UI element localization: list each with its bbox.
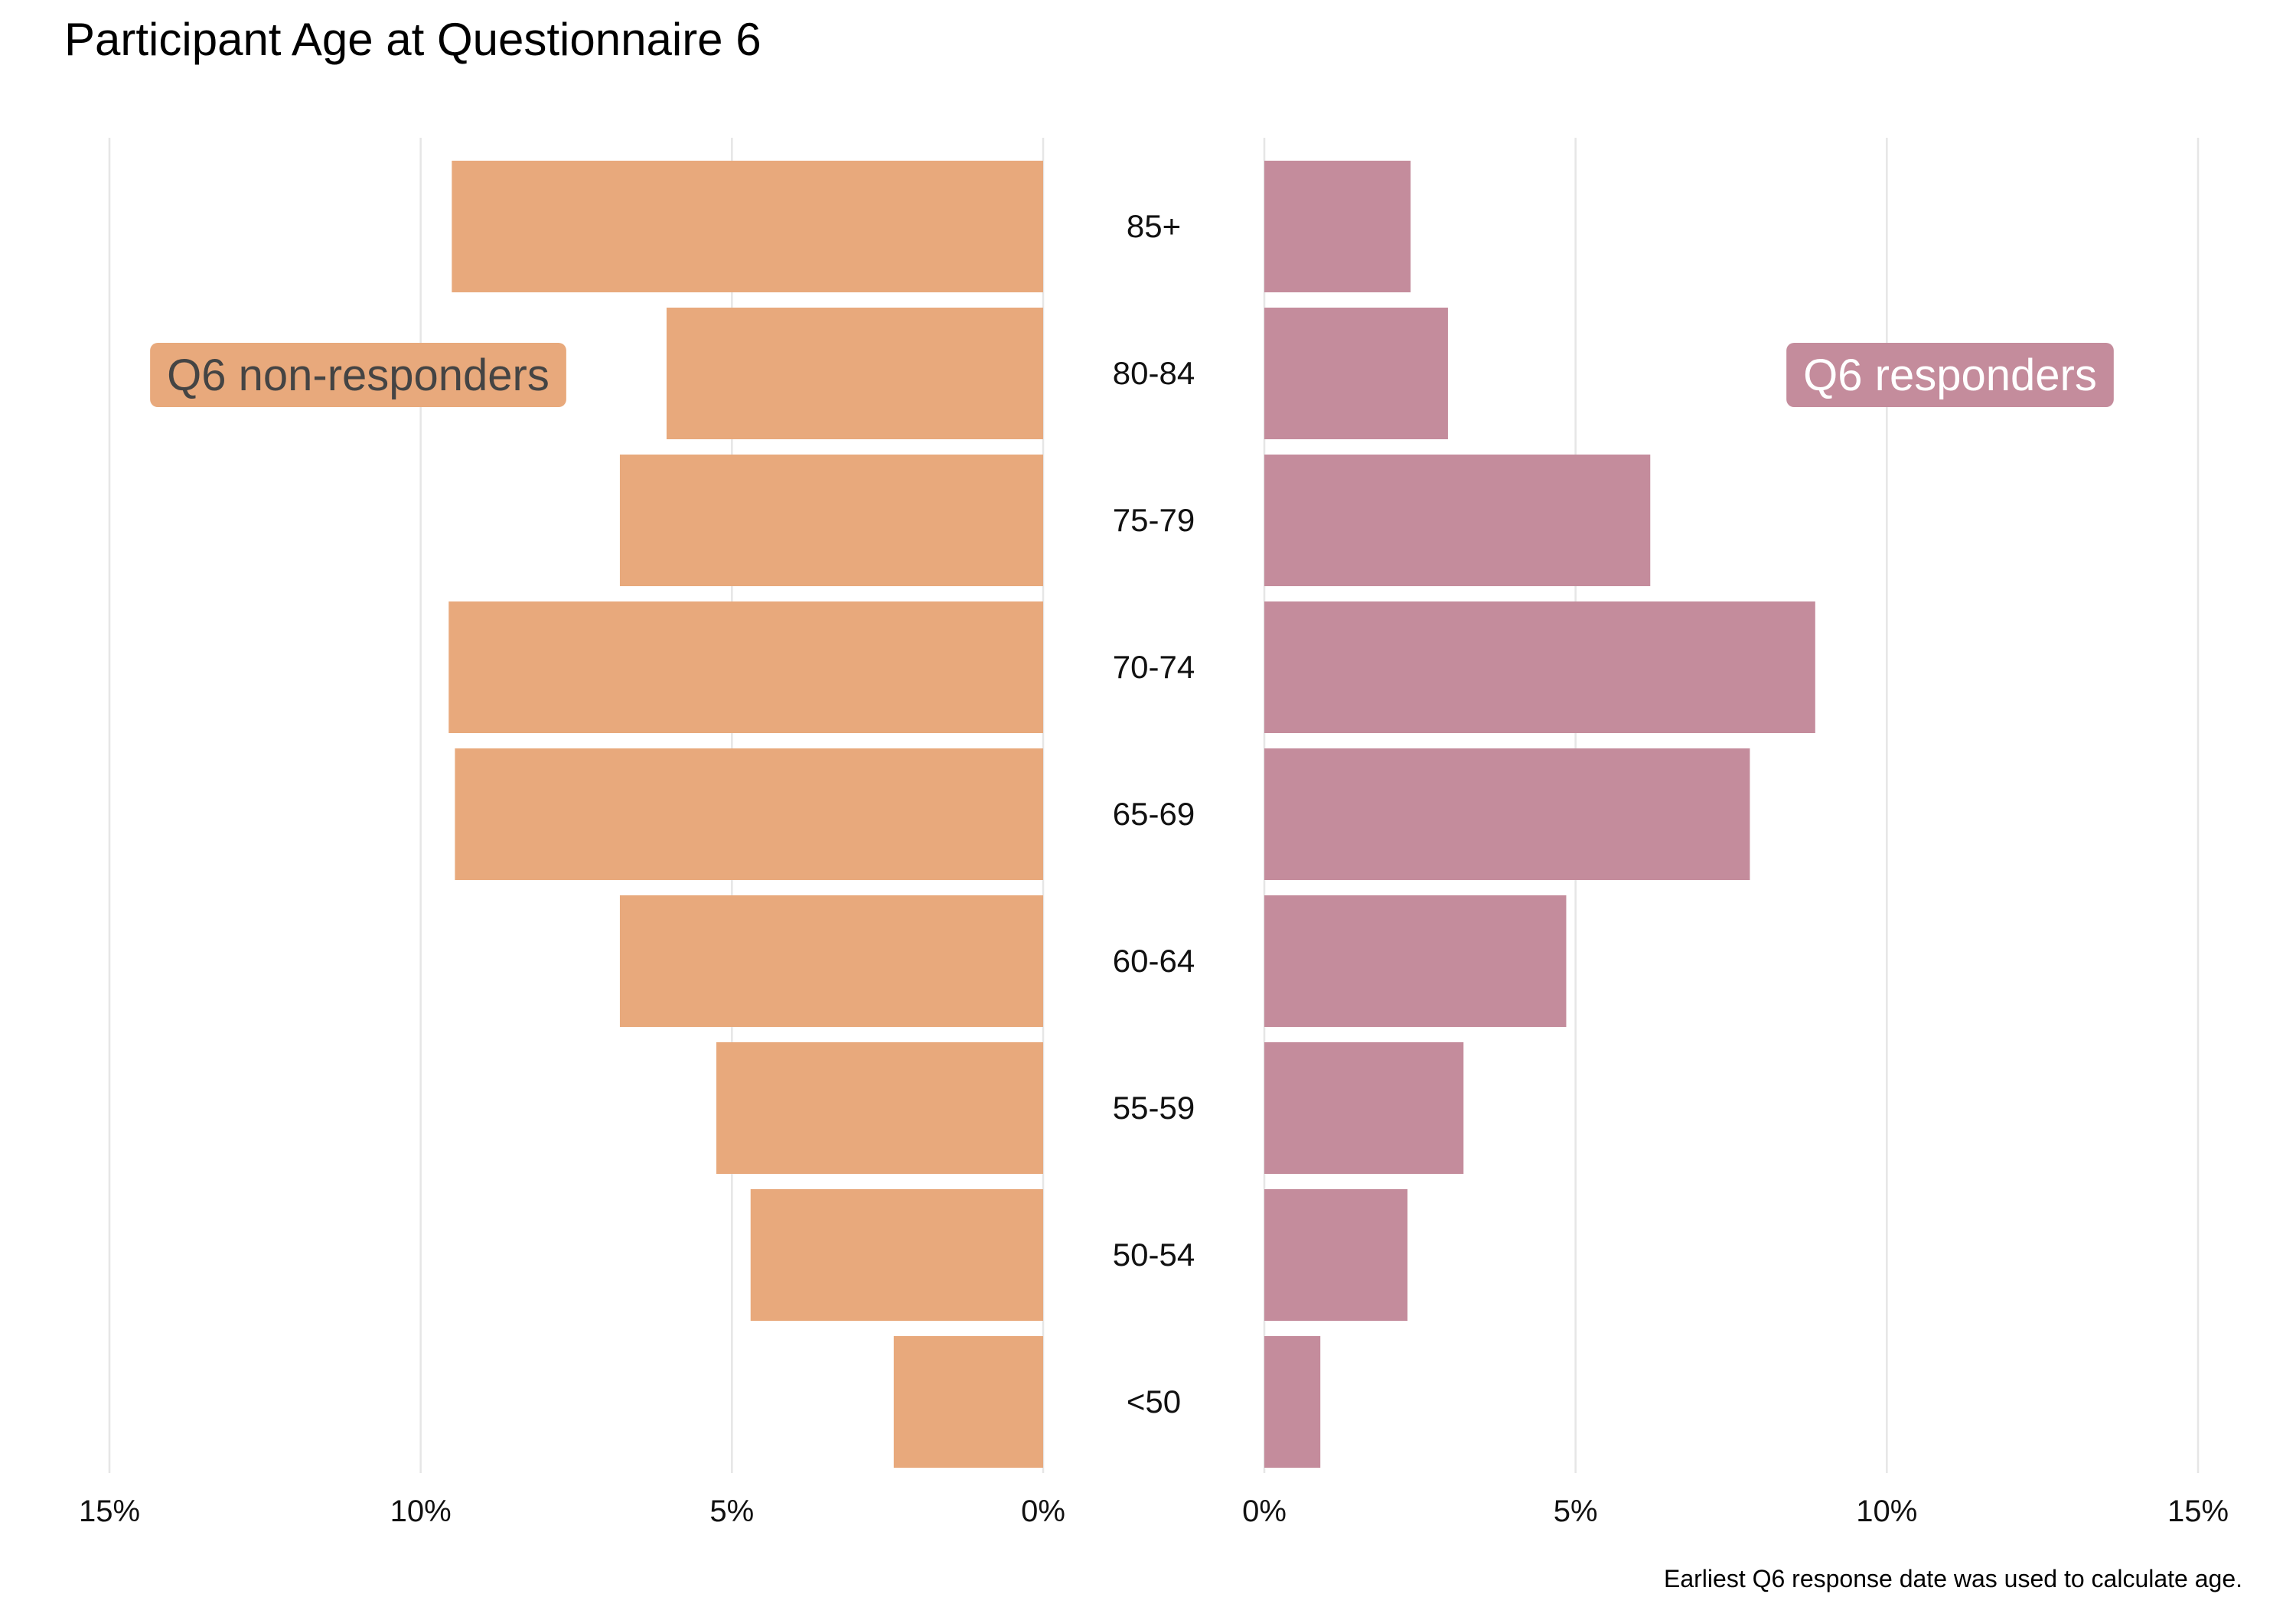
x-tick-label-left: 0% [1021, 1495, 1065, 1528]
series-label-responders-box [1786, 343, 2114, 407]
x-tick-label-right: 10% [1856, 1495, 1917, 1528]
bar-non-responders [455, 748, 1043, 880]
x-tick-label-left: 5% [709, 1495, 754, 1528]
bar-non-responders [448, 601, 1043, 733]
x-tick-label-left: 10% [390, 1495, 452, 1528]
x-tick-label-right: 0% [1242, 1495, 1287, 1528]
bar-non-responders [619, 895, 1043, 1027]
tick-labels: 15% 10% 5% 0% 0% 5% 10% 15% [79, 1495, 2229, 1528]
x-tick-label-left: 15% [79, 1495, 140, 1528]
bar-responders [1264, 601, 1815, 733]
category-label: 55-59 [1113, 1090, 1195, 1126]
bar-non-responders [619, 455, 1043, 586]
category-label: 80-84 [1113, 355, 1195, 391]
bar-non-responders [666, 308, 1043, 439]
category-label: 65-69 [1113, 796, 1195, 832]
bar-non-responders [750, 1189, 1043, 1321]
bar-non-responders [716, 1042, 1043, 1174]
x-tick-label-right: 15% [2167, 1495, 2229, 1528]
bars [448, 161, 1815, 1468]
category-label: <50 [1127, 1384, 1181, 1420]
category-label: 50-54 [1113, 1237, 1195, 1273]
series-label-responders-text: Q6 responders [1803, 350, 2097, 400]
bar-responders [1264, 161, 1411, 292]
series-label-responders: Q6 responders [1786, 343, 2114, 407]
category-label: 75-79 [1113, 502, 1195, 538]
x-tick-label-right: 5% [1554, 1495, 1598, 1528]
bar-responders [1264, 308, 1448, 439]
category-labels: 85+ 80-84 75-79 70-74 65-69 60-64 55-59 50-54 <5… [1113, 208, 1195, 1420]
chart-title: Participant Age at Questionnaire 6 [64, 14, 762, 65]
series-label-non-responders: Q6 non-responders [150, 343, 566, 407]
category-label: 85+ [1127, 208, 1181, 244]
series-label-non-responders-text: Q6 non-responders [167, 350, 550, 400]
bar-responders [1264, 1189, 1408, 1321]
chart-caption: Earliest Q6 response date was used to ca… [1664, 1565, 2242, 1592]
bar-responders [1264, 1336, 1321, 1468]
bar-responders [1264, 895, 1567, 1027]
series-label-non-responders-box [150, 343, 566, 407]
bar-responders [1264, 455, 1651, 586]
category-label: 70-74 [1113, 649, 1195, 685]
bar-non-responders [452, 161, 1043, 292]
bar-non-responders [893, 1336, 1043, 1468]
bar-responders [1264, 1042, 1464, 1174]
category-label: 60-64 [1113, 943, 1195, 979]
bar-responders [1264, 748, 1750, 880]
series-labels: Q6 non-responders Q6 responders [150, 343, 2114, 407]
